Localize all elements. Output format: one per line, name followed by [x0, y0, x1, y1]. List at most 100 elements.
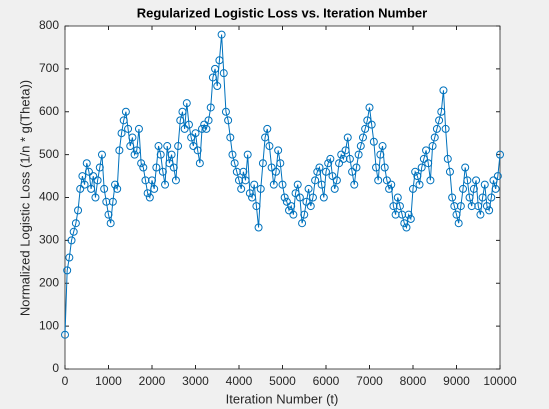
data-point: [276, 159, 285, 168]
data-point: [69, 227, 78, 236]
data-point: [204, 116, 213, 125]
data-point: [93, 176, 102, 185]
data-point: [378, 142, 387, 151]
data-point: [348, 167, 357, 176]
y-tick-label: 0: [52, 361, 59, 375]
data-point: [248, 193, 257, 202]
data-point: [215, 56, 224, 65]
data-point: [341, 146, 350, 155]
data-point: [456, 202, 465, 211]
data-point: [198, 124, 207, 133]
y-tick-label: 600: [39, 104, 59, 118]
data-point: [271, 167, 280, 176]
data-point: [493, 172, 502, 181]
data-point: [121, 107, 130, 116]
data-point: [184, 120, 193, 129]
data-point: [472, 176, 481, 185]
data-point: [115, 146, 124, 155]
x-tick-label: 0: [62, 374, 69, 388]
data-point: [243, 150, 252, 159]
data-point: [354, 150, 363, 159]
chart-title: Regularized Logistic Loss vs. Iteration …: [137, 5, 427, 20]
data-point: [97, 150, 106, 159]
data-point: [404, 210, 413, 219]
data-point: [202, 124, 211, 133]
data-point: [150, 184, 159, 193]
data-point: [482, 202, 491, 211]
data-point: [117, 129, 126, 138]
data-point: [332, 176, 341, 185]
data-point: [322, 167, 330, 176]
data-point: [161, 180, 170, 189]
data-point: [426, 176, 435, 185]
data-point: [224, 116, 233, 125]
data-point: [328, 172, 337, 181]
data-point: [182, 99, 191, 108]
data-point: [158, 167, 167, 176]
data-point: [326, 154, 335, 163]
data-point: [258, 159, 267, 168]
y-tick-label: 800: [39, 18, 59, 32]
y-tick-label: 100: [39, 318, 59, 332]
data-point: [139, 163, 148, 172]
data-point: [489, 176, 498, 185]
data-point: [230, 159, 239, 168]
x-tick-label: 2000: [139, 374, 166, 388]
data-point: [352, 163, 361, 172]
data-point: [180, 124, 189, 133]
data-point: [485, 206, 494, 215]
y-tick-label: 700: [39, 61, 59, 75]
data-point: [171, 176, 180, 185]
data-point: [465, 193, 474, 202]
data-point: [400, 219, 409, 228]
data-point: [61, 330, 69, 339]
data-point: [84, 167, 93, 176]
data-point: [89, 172, 98, 181]
data-point: [304, 184, 313, 193]
data-point: [145, 193, 154, 202]
data-point: [113, 184, 122, 193]
data-point: [104, 210, 113, 219]
data-point: [300, 210, 309, 219]
data-point: [480, 180, 489, 189]
data-point: [363, 116, 372, 125]
data-point: [369, 137, 378, 146]
data-point: [219, 69, 228, 78]
data-point: [367, 120, 376, 129]
data-point: [358, 133, 367, 142]
data-point: [154, 142, 163, 151]
data-point: [71, 219, 80, 228]
data-point: [82, 159, 91, 168]
data-point: [376, 150, 385, 159]
data-point: [76, 184, 85, 193]
data-point: [280, 193, 289, 202]
data-point: [306, 202, 315, 211]
data-point: [226, 133, 235, 142]
data-point: [474, 202, 483, 211]
data-point: [169, 163, 178, 172]
data-point: [128, 133, 137, 142]
y-axis-label: Normalized Logistic Loss (1/n * g(Theta)…: [17, 80, 32, 316]
data-point: [448, 193, 457, 202]
data-point: [176, 116, 185, 125]
data-point: [217, 30, 226, 39]
data-point: [265, 142, 274, 151]
data-point: [206, 103, 215, 112]
data-point: [393, 193, 402, 202]
data-point: [163, 142, 172, 151]
data-point: [361, 124, 370, 133]
data-point: [445, 167, 454, 176]
x-tick-label: 9000: [443, 374, 470, 388]
data-point: [263, 124, 272, 133]
data-point: [315, 163, 324, 172]
data-point: [152, 163, 161, 172]
data-point: [298, 219, 307, 228]
data-point: [380, 163, 389, 172]
data-point: [459, 184, 468, 193]
data-point: [402, 223, 411, 232]
data-point: [193, 146, 202, 155]
data-point: [187, 133, 196, 142]
data-point: [106, 219, 115, 228]
data-point: [428, 142, 437, 151]
data-point: [124, 124, 133, 133]
